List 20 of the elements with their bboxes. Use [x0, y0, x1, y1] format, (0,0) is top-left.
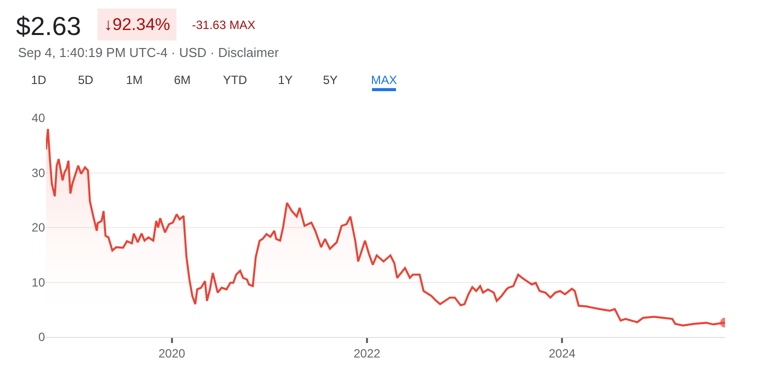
y-tick-label: 30: [32, 166, 46, 180]
text: MAX: [371, 73, 398, 87]
y-tick-label: 40: [32, 111, 46, 126]
text: -31.63 MAX: [192, 18, 256, 32]
x-tick-label: 2020: [158, 346, 186, 360]
text: 5D: [78, 73, 94, 87]
y-tick-label: 10: [32, 275, 46, 290]
text: 1D: [31, 73, 47, 87]
y-tick-label: 0: [38, 330, 46, 344]
y-tick-label: 20: [32, 220, 46, 235]
text: 5Y: [323, 73, 338, 87]
text: ↓92.34%: [104, 15, 170, 34]
text: 1Y: [278, 73, 293, 87]
text: 6M: [174, 73, 191, 87]
x-tick-label: 2024: [548, 346, 576, 360]
chart-title: $2.63: [16, 11, 82, 42]
text: 1M: [126, 73, 143, 87]
text: Sep 4, 1:40:19 PM UTC-4 · USD · Disclaimer: [18, 45, 280, 60]
text: YTD: [223, 73, 248, 87]
x-tick-label: 2022: [354, 346, 381, 360]
